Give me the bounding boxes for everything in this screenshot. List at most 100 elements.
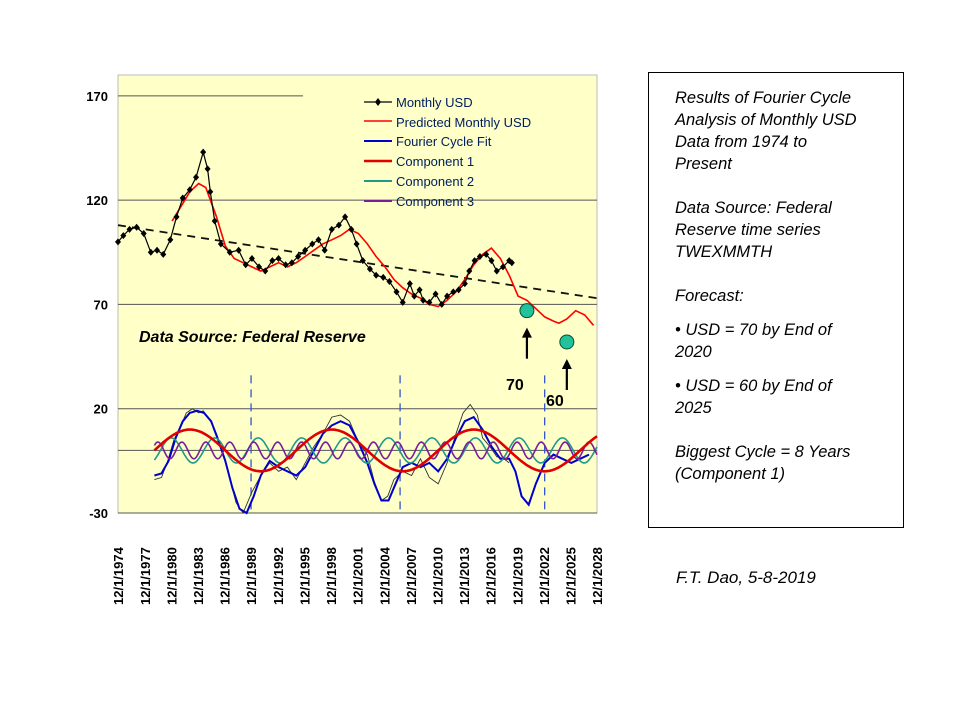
monthly-point — [359, 257, 366, 265]
y-tick-label: -30 — [89, 506, 108, 521]
monthly-point — [315, 236, 322, 244]
monthly-point — [461, 280, 468, 288]
monthly-point — [309, 240, 316, 248]
monthly-point — [438, 300, 445, 308]
x-tick-label: 12/1/1992 — [271, 547, 286, 605]
monthly-point — [411, 292, 418, 300]
monthly-point — [426, 298, 433, 306]
x-tick-label: 12/1/2010 — [430, 547, 445, 605]
monthly-point — [282, 261, 289, 269]
author-credit: F.T. Dao, 5-8-2019 — [676, 568, 816, 587]
monthly-point — [167, 236, 174, 244]
monthly-point — [499, 263, 506, 271]
x-tick-label: 12/1/1986 — [218, 547, 233, 605]
lower-panel-series — [153, 403, 598, 515]
legend-label-comp1: Component 1 — [396, 154, 474, 169]
monthly-point — [160, 250, 167, 258]
monthly-point — [200, 148, 207, 156]
results-textbox: Results of Fourier Cycle Analysis of Mon… — [648, 72, 904, 528]
monthly-point — [321, 246, 328, 254]
legend-label-predicted: Predicted Monthly USD — [396, 115, 531, 130]
x-tick-label: 12/1/1983 — [191, 547, 206, 605]
component-3-line — [153, 441, 598, 460]
chart: 170 120 70 20 -30 12/1/1974 12/1/1977 12/1/198… — [86, 74, 605, 605]
upper-panel-series — [115, 148, 598, 326]
predicted-line — [171, 182, 595, 326]
monthly-point — [235, 246, 242, 254]
monthly-point — [366, 265, 373, 273]
monthly-point — [140, 230, 147, 238]
monthly-point — [302, 246, 309, 254]
monthly-point — [399, 298, 406, 306]
monthly-point — [154, 246, 161, 254]
monthly-point — [488, 257, 495, 265]
monthly-point — [353, 240, 360, 248]
monthly-point — [328, 225, 335, 233]
monthly-point — [416, 286, 423, 294]
monthly-point — [348, 225, 355, 233]
monthly-point — [432, 290, 439, 298]
x-tick-label: 12/1/2001 — [351, 547, 366, 605]
forecast-point-60 — [559, 334, 575, 350]
legend-label-fourier: Fourier Cycle Fit — [396, 134, 492, 149]
monthly-point — [179, 194, 186, 202]
x-tick-label: 12/1/2016 — [484, 547, 499, 605]
data-source-annotation: Data Source: Federal Reserve — [139, 329, 366, 346]
vertical-markers — [250, 375, 546, 513]
component-2-line — [153, 437, 598, 464]
x-tick-label: 12/1/1989 — [244, 547, 259, 605]
y-tick-label: 120 — [86, 193, 108, 208]
component-1-line — [153, 428, 598, 473]
monthly-point — [217, 240, 224, 248]
x-tick-label: 12/1/2004 — [377, 546, 392, 605]
plot-area — [117, 74, 598, 514]
x-tick-label: 12/1/1995 — [297, 547, 312, 605]
y-tick-label: 170 — [86, 89, 108, 104]
monthly-point — [380, 273, 387, 281]
monthly-point — [493, 267, 500, 275]
legend: Monthly USD Predicted Monthly USD Fourie… — [364, 95, 531, 209]
monthly-point — [193, 173, 200, 181]
monthly-point — [173, 213, 180, 221]
monthly-point — [262, 267, 269, 275]
monthly-point — [483, 250, 490, 258]
monthly-point — [450, 288, 457, 296]
monthly-point — [420, 296, 427, 304]
results-title: Results of Fourier Cycle Analysis of Mon… — [675, 89, 857, 173]
x-tick-label: 12/1/2022 — [537, 547, 552, 605]
x-tick-label: 12/1/1980 — [164, 547, 179, 605]
forecast-arrow-head — [521, 327, 532, 338]
forecast-arrow-head — [561, 358, 572, 369]
legend-label-monthly: Monthly USD — [396, 95, 473, 110]
legend-label-comp2: Component 2 — [396, 174, 474, 189]
lower-monthly-line — [154, 403, 510, 514]
monthly-point — [186, 186, 193, 194]
monthly-point — [115, 238, 121, 246]
x-tick-label: 12/1/1998 — [324, 547, 339, 605]
monthly-point — [242, 261, 249, 269]
monthly-point — [256, 263, 263, 271]
monthly-point — [133, 223, 140, 231]
monthly-point — [342, 213, 349, 221]
monthly-point — [476, 252, 483, 260]
monthly-point — [295, 252, 302, 260]
y-tick-label: 20 — [94, 402, 108, 417]
data-source-text: Data Source: Federal Reserve time series… — [675, 199, 832, 261]
monthly-point — [120, 232, 127, 240]
monthly-point — [444, 292, 451, 300]
trend-line — [117, 224, 598, 300]
forecast-point-70 — [519, 303, 535, 319]
forecast-heading: Forecast: — [675, 287, 744, 305]
forecast-bullet-2: • USD = 60 by End of 2025 — [675, 377, 832, 417]
x-tick-label: 12/1/2028 — [590, 547, 605, 605]
monthly-point — [288, 259, 295, 267]
x-tick-label: 12/1/2025 — [564, 547, 579, 605]
biggest-cycle-text: Biggest Cycle = 8 Years (Component 1) — [675, 443, 851, 483]
forecast-label-70: 70 — [506, 377, 524, 394]
monthly-point — [204, 165, 211, 173]
monthly-point — [335, 221, 342, 229]
monthly-point — [393, 288, 400, 296]
monthly-point — [207, 188, 214, 196]
monthly-point — [406, 280, 413, 288]
monthly-point — [508, 259, 515, 267]
